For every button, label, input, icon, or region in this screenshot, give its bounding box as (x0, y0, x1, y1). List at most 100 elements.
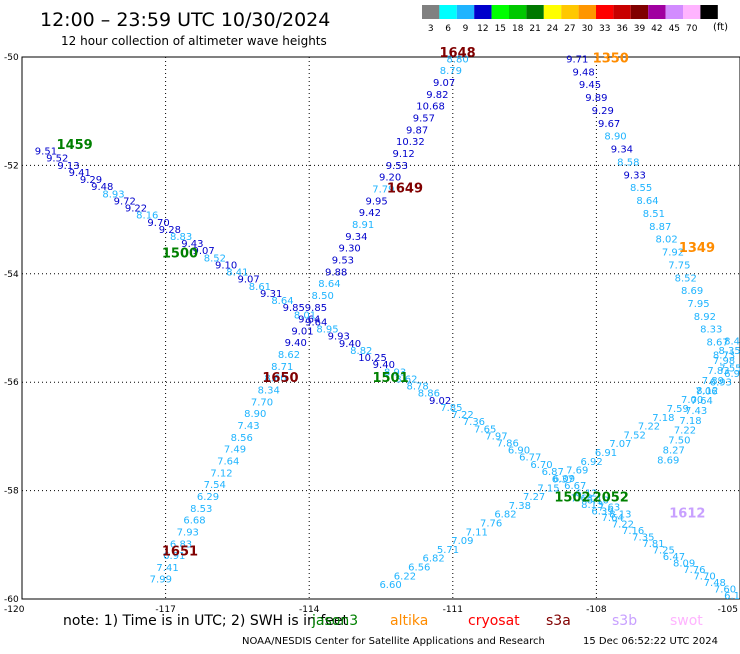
wave-height-label: 5.71 (437, 545, 459, 556)
wave-height-label: 9.28 (159, 225, 181, 236)
legend-swatch (439, 5, 457, 19)
wave-height-label: 7.38 (509, 501, 531, 512)
wave-height-label: 9.13 (57, 161, 79, 172)
wave-height-label: 6.22 (394, 571, 416, 582)
wave-height-label: 8.01 (294, 310, 316, 321)
wave-height-label: 6.77 (519, 453, 541, 464)
wave-height-label: 9.71 (566, 54, 588, 65)
wave-height-label: 8.52 (204, 253, 226, 264)
wave-height-label: 6.97 (724, 369, 740, 380)
legend-label: 33 (599, 24, 610, 34)
wave-height-label: 6.47 (663, 552, 685, 563)
wave-height-label: 9.29 (592, 106, 614, 117)
legend-label: 18 (512, 24, 524, 34)
wave-height-label: 7.95 (687, 299, 709, 310)
x-tick-label: -111 (443, 605, 463, 615)
y-tick-label: -56 (4, 378, 19, 388)
legend-label: 15 (495, 24, 506, 34)
footer-credit: NOAA/NESDIS Center for Satellite Applica… (242, 636, 545, 647)
wave-height-label: 6.92 (580, 457, 602, 468)
wave-height-label: 7.41 (156, 563, 178, 574)
wave-height-label: 8.93 (102, 189, 124, 200)
wave-height-label: 9.29 (80, 175, 102, 186)
wave-height-label: 8.27 (663, 446, 685, 457)
wave-height-label: 8.35 (718, 346, 740, 357)
wave-height-label: 8.78 (406, 382, 428, 393)
wave-height-label: 9.85 (283, 303, 305, 314)
wave-height-label: 9.07 (433, 78, 455, 89)
wave-height-label: 7.35 (632, 532, 654, 543)
legend-swatch (422, 5, 440, 19)
wave-height-label: 6.68 (183, 516, 205, 527)
wave-height-label: 9.88 (325, 267, 347, 278)
wave-height-label: 7.64 (691, 396, 713, 407)
wave-height-label: 7.59 (667, 404, 689, 415)
wave-height-label: 7.50 (668, 436, 690, 447)
wave-height-label: 9.48 (91, 182, 113, 193)
plot-frame (21, 56, 740, 600)
wave-height-label: 6.90 (508, 446, 530, 457)
wave-height-label: 7.79 (372, 185, 394, 196)
satellite-name: s3a (546, 613, 571, 629)
legend-label: 24 (547, 24, 559, 34)
wave-height-label: 8.61 (249, 282, 271, 293)
legend-label: 9 (463, 24, 469, 34)
wave-height-label: 8.91 (352, 220, 374, 231)
wave-height-label: 9.93 (328, 332, 350, 343)
wave-height-label: 9.95 (366, 196, 388, 207)
wave-height-label: 9.85 (305, 303, 327, 314)
wave-height-label: 9.22 (125, 204, 147, 215)
wave-height-label: 7.25 (653, 545, 675, 556)
wave-height-label: 7.75 (668, 260, 690, 271)
y-tick-label: -54 (4, 270, 19, 280)
wave-height-label: 8.71 (271, 362, 293, 373)
legend-swatch (683, 5, 701, 19)
wave-height-label: 8.90 (604, 132, 626, 143)
wave-height-label: 6.60 (379, 580, 401, 591)
legend-swatch (474, 5, 492, 19)
wave-height-label: 8.02 (655, 235, 677, 246)
wave-height-label: 8.50 (312, 291, 334, 302)
legend-label: 3 (428, 24, 434, 34)
wave-height-label: 8.41 (226, 268, 248, 279)
wave-height-label: 7.12 (210, 468, 232, 479)
wave-height-label: 8.58 (617, 157, 639, 168)
wave-height-label: 8.93 (384, 367, 406, 378)
wave-height-label: 7.22 (674, 426, 696, 437)
wave-height-label: 6.82 (494, 510, 516, 521)
wave-height-label: 7.22 (612, 519, 634, 530)
wave-height-label: 9.12 (392, 149, 414, 160)
wave-height-label: 9.01 (291, 326, 313, 337)
wave-height-label: 7.55 (719, 363, 740, 374)
legend-swatch (613, 5, 631, 19)
wave-height-label: 9.45 (579, 80, 601, 91)
satellite-name: cryosat (468, 613, 520, 629)
pass-label: 1501 (372, 371, 408, 386)
wave-height-label: 8.73 (713, 350, 735, 361)
wave-height-label: 6.29 (197, 492, 219, 503)
wave-height-label: 7.43 (685, 406, 707, 417)
footer-timestamp: 15 Dec 06:52:22 UTC 2024 (583, 636, 718, 647)
wave-height-label: 7.15 (537, 483, 559, 494)
wave-height-label: 8.64 (271, 296, 293, 307)
wave-height-label: 8.13 (581, 500, 603, 511)
wave-height-label: 8.87 (649, 222, 671, 233)
wave-height-label: 9.70 (147, 218, 169, 229)
wave-height-label: 9.41 (69, 168, 91, 179)
wave-height-label: 8.64 (636, 196, 658, 207)
wave-height-label: 8.13 (609, 510, 631, 521)
wave-height-label: 6.70 (530, 460, 552, 471)
pass-label: 1648 (439, 46, 475, 61)
wave-height-label: 7.48 (704, 578, 726, 589)
wave-height-label: 7.22 (452, 410, 474, 421)
satellite-key: jason3 altika cryosat s3a s3b swot (311, 613, 703, 629)
x-tick-label: -114 (299, 605, 320, 615)
wave-height-label: 8.33 (700, 325, 722, 336)
wave-height-label: 7.83 (707, 366, 729, 377)
pass-label: 1350 (593, 51, 629, 66)
pass-label: 2052 (593, 490, 629, 505)
wave-height-label: 7.64 (602, 513, 624, 524)
legend-swatch (561, 5, 579, 19)
